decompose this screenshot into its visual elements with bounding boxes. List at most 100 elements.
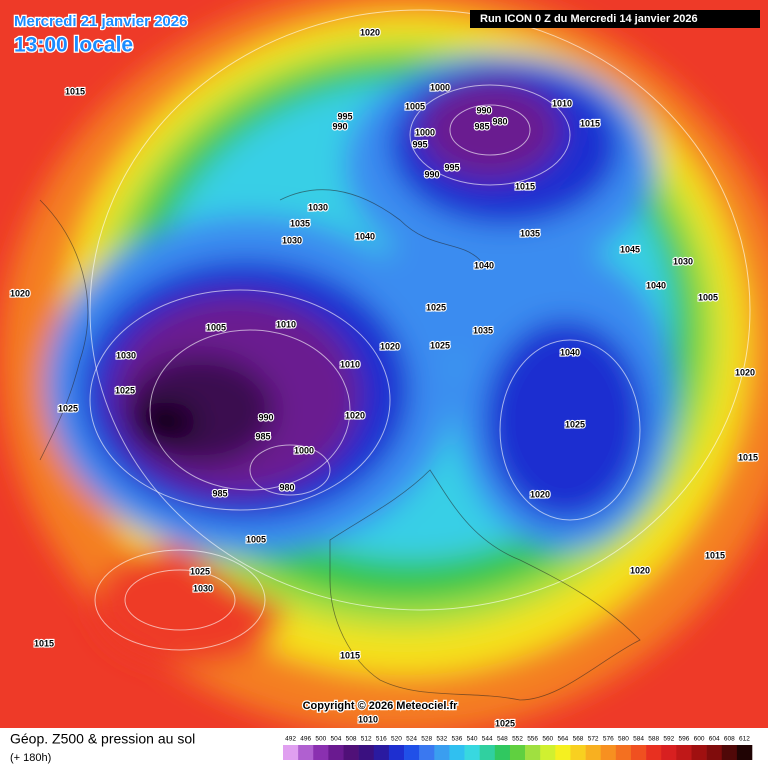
scale-cell bbox=[676, 745, 692, 760]
scale-cell bbox=[494, 745, 511, 760]
scale-tick-label: 540 bbox=[467, 736, 478, 743]
pressure-label: 1005 bbox=[206, 322, 226, 332]
scale-cell bbox=[283, 745, 299, 760]
scale-cell bbox=[343, 745, 359, 760]
pressure-label: 1030 bbox=[282, 235, 302, 245]
scale-cell bbox=[646, 745, 662, 760]
scale-cell bbox=[464, 745, 480, 760]
scale-tick-label: 560 bbox=[542, 736, 553, 743]
scale-tick-label: 588 bbox=[648, 736, 659, 743]
pressure-label: 1010 bbox=[276, 319, 296, 329]
pressure-label: 1020 bbox=[360, 27, 380, 37]
scale-cell bbox=[509, 745, 526, 760]
isobars bbox=[89, 9, 751, 651]
scale-tick-label: 508 bbox=[346, 736, 357, 743]
pressure-label: 1030 bbox=[116, 350, 136, 360]
run-info: Run ICON 0 Z du Mercredi 14 janvier 2026 bbox=[480, 13, 698, 25]
pressure-label: 1020 bbox=[530, 489, 550, 499]
forecast-time: 13:00 locale bbox=[14, 34, 133, 57]
scale-cell bbox=[313, 745, 329, 760]
pressure-label: 1015 bbox=[580, 118, 600, 128]
scale-cell bbox=[358, 745, 375, 760]
scale-cell bbox=[388, 745, 405, 760]
scale-tick-label: 552 bbox=[512, 736, 523, 743]
scale-cell bbox=[630, 745, 647, 760]
pressure-label: 1020 bbox=[735, 367, 755, 377]
scale-tick-label: 604 bbox=[709, 736, 720, 743]
pressure-label: 1025 bbox=[565, 419, 585, 429]
pressure-label: 1015 bbox=[34, 638, 54, 648]
pressure-label: 1015 bbox=[65, 86, 85, 96]
scale-tick-label: 500 bbox=[315, 736, 326, 743]
pressure-label: 1025 bbox=[115, 385, 135, 395]
scale-tick-label: 548 bbox=[497, 736, 508, 743]
scale-cell bbox=[661, 745, 677, 760]
pressure-label: 1000 bbox=[415, 127, 435, 137]
scale-cell bbox=[555, 745, 571, 760]
scale-cell bbox=[328, 745, 344, 760]
scale-tick-label: 504 bbox=[331, 736, 342, 743]
scale-tick-label: 536 bbox=[452, 736, 463, 743]
pressure-label: 1035 bbox=[520, 228, 540, 238]
scale-tick-label: 516 bbox=[376, 736, 387, 743]
pressure-label: 1000 bbox=[430, 82, 450, 92]
pressure-label: 990 bbox=[332, 121, 347, 131]
pressure-label: 1015 bbox=[340, 650, 360, 660]
scale-tick-label: 564 bbox=[557, 736, 568, 743]
pressure-label: 1025 bbox=[430, 340, 450, 350]
pressure-label: 990 bbox=[476, 105, 491, 115]
scale-cell bbox=[691, 745, 707, 760]
scale-cell bbox=[419, 745, 435, 760]
pressure-label: 1000 bbox=[294, 445, 314, 455]
pressure-label: 1010 bbox=[340, 359, 360, 369]
map: Mercredi 21 janvier 2026 13:00 locale Ru… bbox=[0, 0, 768, 728]
pressure-label: 1040 bbox=[355, 231, 375, 241]
pressure-label: 985 bbox=[255, 431, 270, 441]
pressure-label: 985 bbox=[474, 121, 489, 131]
pressure-label: 1020 bbox=[345, 410, 365, 420]
pressure-label: 1040 bbox=[474, 260, 494, 270]
pressure-label: 1045 bbox=[620, 244, 640, 254]
pressure-label: 1005 bbox=[698, 292, 718, 302]
pressure-label: 995 bbox=[412, 139, 427, 149]
scale-cell bbox=[298, 745, 314, 760]
scale-cell bbox=[449, 745, 465, 760]
pressure-label: 1015 bbox=[515, 181, 535, 191]
pressure-label: 1025 bbox=[426, 302, 446, 312]
pressure-label: 1020 bbox=[380, 341, 400, 351]
scale-tick-label: 580 bbox=[618, 736, 629, 743]
pressure-label: 1035 bbox=[290, 218, 310, 228]
legend-title: Géop. Z500 & pression au sol bbox=[10, 731, 195, 747]
scale-cell bbox=[404, 745, 420, 760]
scale-cell bbox=[540, 745, 556, 760]
pressure-label: 1040 bbox=[646, 280, 666, 290]
scale-tick-label: 496 bbox=[300, 736, 311, 743]
pressure-label: 990 bbox=[258, 412, 273, 422]
scale-tick-label: 608 bbox=[724, 736, 735, 743]
pressure-label: 1020 bbox=[10, 288, 30, 298]
forecast-date: Mercredi 21 janvier 2026 bbox=[14, 13, 187, 30]
scale-tick-label: 576 bbox=[603, 736, 614, 743]
run-box bbox=[470, 10, 760, 28]
coastlines bbox=[39, 189, 641, 701]
scale-cell bbox=[615, 745, 632, 760]
scale-cell bbox=[736, 745, 753, 760]
scale-tick-label: 584 bbox=[633, 736, 644, 743]
pressure-label: 1035 bbox=[473, 325, 493, 335]
pressure-label: 990 bbox=[424, 169, 439, 179]
scale-tick-label: 556 bbox=[527, 736, 538, 743]
pressure-label: 1030 bbox=[193, 583, 213, 593]
pressure-label: 1020 bbox=[630, 565, 650, 575]
scale-tick-label: 544 bbox=[482, 736, 493, 743]
pressure-label: 1025 bbox=[495, 718, 515, 728]
legend-subtitle: (+ 180h) bbox=[10, 752, 51, 764]
scale-cell bbox=[434, 745, 450, 760]
scale-tick-label: 612 bbox=[739, 736, 750, 743]
scale-tick-label: 524 bbox=[406, 736, 417, 743]
pressure-label: 1015 bbox=[705, 550, 725, 560]
scale-tick-label: 528 bbox=[421, 736, 432, 743]
pressure-label: 1010 bbox=[358, 714, 378, 724]
scale-tick-label: 532 bbox=[436, 736, 447, 743]
